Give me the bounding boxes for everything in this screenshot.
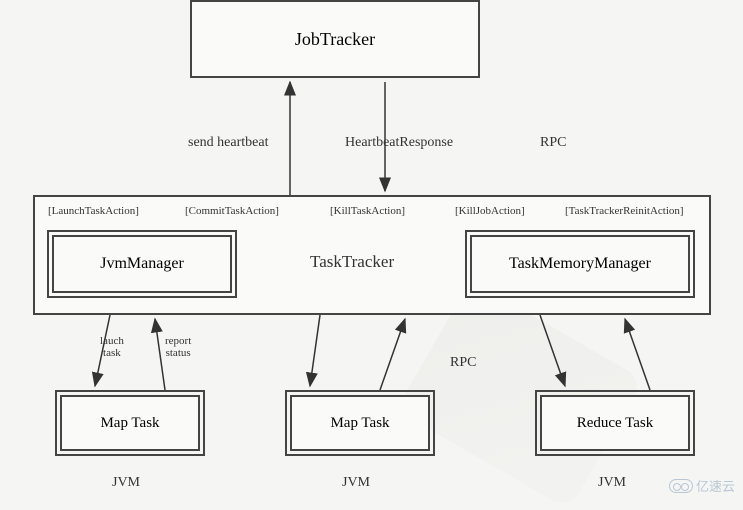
launch-task-label: lauch task	[100, 335, 124, 359]
action-commit: [CommitTaskAction]	[185, 205, 279, 217]
jobtracker-label: JobTracker	[295, 29, 375, 50]
rpc2-label: RPC	[450, 355, 476, 371]
jvm-manager-box: JvmManager	[52, 235, 232, 293]
send-heartbeat-label: send heartbeat	[188, 135, 268, 151]
action-reinit: [TaskTrackerReinitAction]	[565, 205, 684, 217]
jobtracker-box: JobTracker	[190, 0, 480, 78]
maptask1-label: Map Task	[100, 415, 159, 432]
action-killtask: [KillTaskAction]	[330, 205, 405, 217]
reducetask-box: Reduce Task	[540, 395, 690, 451]
task-memory-manager-box: TaskMemoryManager	[470, 235, 690, 293]
maptask2-box: Map Task	[290, 395, 430, 451]
task-memory-manager-label: TaskMemoryManager	[509, 255, 651, 273]
jvm-manager-label: JvmManager	[100, 255, 184, 273]
jvm2-label: JVM	[342, 475, 370, 491]
maptask1-box: Map Task	[60, 395, 200, 451]
watermark-logo-icon	[669, 479, 693, 493]
maptask2-label: Map Task	[330, 415, 389, 432]
report-status-label: report status	[165, 335, 191, 359]
heartbeat-response-label: HeartbeatResponse	[345, 135, 453, 151]
jvm3-label: JVM	[598, 475, 626, 491]
jvm1-label: JVM	[112, 475, 140, 491]
rpc1-label: RPC	[540, 135, 566, 151]
action-launch: [LaunchTaskAction]	[48, 205, 139, 217]
tasktracker-label: TaskTracker	[310, 252, 394, 272]
action-killjob: [KillJobAction]	[455, 205, 525, 217]
reducetask-label: Reduce Task	[577, 415, 654, 432]
watermark-text: 亿速云	[696, 476, 735, 495]
watermark: 亿速云	[669, 476, 735, 495]
